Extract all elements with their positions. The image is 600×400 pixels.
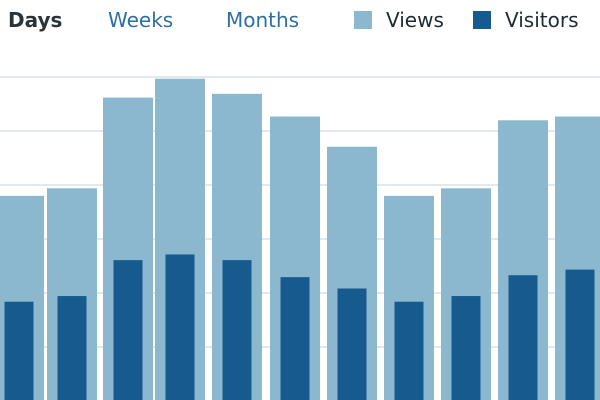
visitors-bar-1	[57, 296, 87, 400]
visitors-bars	[4, 254, 595, 400]
legend-swatch-visitors	[473, 11, 491, 29]
visitors-bar-7	[394, 301, 424, 400]
chart-header: Days Weeks Months Views Visitors	[0, 0, 600, 44]
visitors-bar-0	[4, 301, 34, 400]
visitors-bar-9	[508, 275, 538, 400]
visitors-bar-6	[337, 288, 367, 400]
visitors-bar-3	[165, 254, 195, 400]
legend-entry-visitors: Visitors	[473, 6, 579, 34]
visitors-bar-5	[280, 277, 310, 400]
legend-entry-views: Views	[354, 6, 444, 34]
tab-days[interactable]: Days	[8, 8, 63, 32]
views-bars	[0, 78, 600, 400]
legend-swatch-views	[354, 11, 372, 29]
visitors-bar-2	[113, 260, 143, 400]
tab-months[interactable]: Months	[226, 8, 300, 32]
visitors-bar-10	[565, 269, 595, 400]
legend-label-views: Views	[386, 8, 444, 32]
visitors-bar-8	[451, 296, 481, 400]
tab-weeks[interactable]: Weeks	[108, 8, 174, 32]
legend-label-visitors: Visitors	[505, 8, 579, 32]
visitors-bar-4	[222, 260, 252, 400]
